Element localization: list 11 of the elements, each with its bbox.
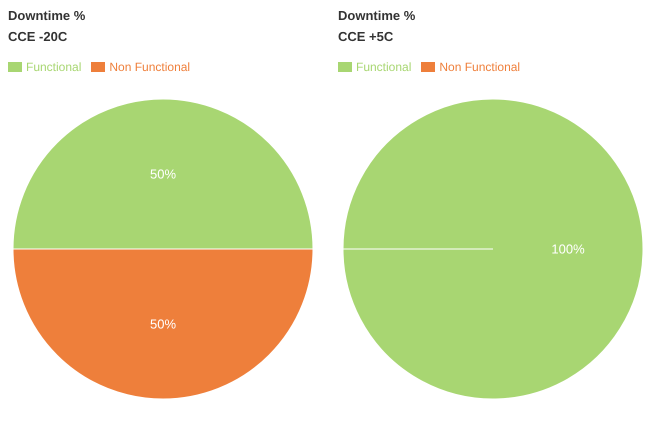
data-label: 50% [150, 166, 176, 182]
chart-subtitle: CCE -20C [8, 29, 68, 44]
chart-title: Downtime % [8, 8, 86, 23]
legend-label: Functional [26, 60, 82, 74]
chart-title: Downtime % [338, 8, 416, 23]
chart-subtitle: CCE +5C [338, 29, 394, 44]
legend-label: Functional [356, 60, 412, 74]
legend-label: Non Functional [439, 60, 520, 74]
data-label: 50% [150, 316, 176, 332]
data-label: 100% [551, 242, 586, 256]
legend-label: Non Functional [109, 60, 190, 74]
